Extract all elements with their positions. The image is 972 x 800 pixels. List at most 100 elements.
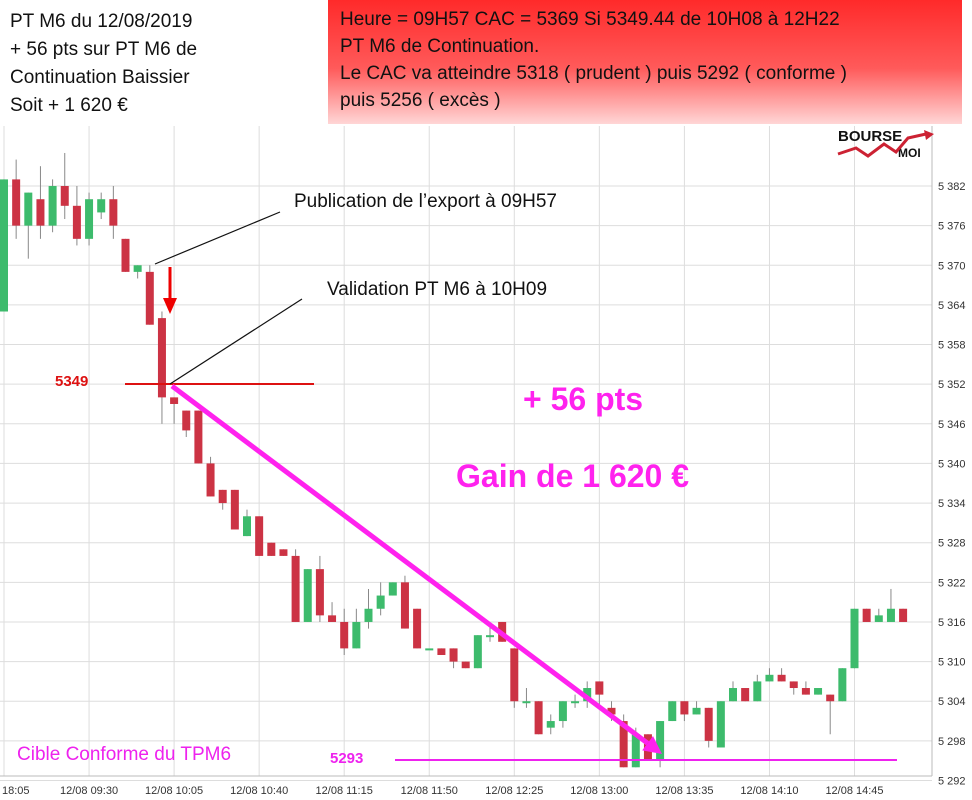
validation-leader-line <box>169 298 303 385</box>
candle-body <box>777 674 786 682</box>
candle-body <box>741 688 750 702</box>
target-value-label: 5293 <box>330 750 363 767</box>
candle-body <box>255 516 264 556</box>
candle-body <box>133 265 142 272</box>
candle-body <box>461 661 470 669</box>
candle-body <box>60 186 69 206</box>
trend-arrow-head <box>642 735 662 754</box>
candle-body <box>97 199 106 213</box>
candle-body <box>218 489 227 504</box>
candle-body <box>182 410 191 431</box>
candle-body <box>558 701 567 722</box>
candle-body <box>328 615 337 622</box>
candle-body <box>680 701 689 715</box>
x-tick-label: 12/08 13:35 <box>655 785 713 797</box>
y-tick-label: 5 340 <box>938 458 966 470</box>
candle-body <box>753 681 762 702</box>
bourse-logo: BOURSE MOI <box>837 128 934 160</box>
trend-arrow-shaft <box>170 384 650 746</box>
y-tick-label: 5 298 <box>938 736 966 748</box>
candle-body <box>704 707 713 741</box>
logo-text-top: BOURSE <box>838 128 902 145</box>
candle-body <box>303 569 312 622</box>
candle-body <box>243 516 251 537</box>
candle-body <box>899 608 908 622</box>
candle-body <box>862 608 871 622</box>
candle-body <box>765 674 774 682</box>
candle-body <box>668 701 677 722</box>
level-label: 5349 <box>55 373 88 390</box>
candle-body <box>85 199 94 239</box>
y-tick-label: 5 346 <box>938 419 966 431</box>
candle-body <box>145 271 154 325</box>
candle-body <box>109 199 118 226</box>
candle-body <box>546 721 555 728</box>
candle-body <box>48 186 57 226</box>
summary-line-2: + 56 pts sur PT M6 de <box>10 39 198 60</box>
publication-arrow-head <box>163 298 177 314</box>
candle-body <box>571 701 580 704</box>
candle-body <box>607 707 616 715</box>
candle-body <box>449 648 458 662</box>
candle-body <box>0 179 8 312</box>
candle-body <box>24 192 33 226</box>
scenario-line-2: PT M6 de Continuation. <box>340 36 540 57</box>
candle-body <box>340 621 349 649</box>
logo-trend-icon <box>837 132 927 158</box>
candle-body <box>121 238 130 272</box>
candle-body <box>376 595 385 609</box>
annotations: 5349 Publication de l’export à 09H57 Val… <box>17 191 897 767</box>
candle-body <box>267 542 276 556</box>
candle-body <box>656 721 665 761</box>
candle-body <box>425 648 434 651</box>
summary-line-4: Soit + 1 620 € <box>10 95 128 116</box>
candle-body <box>510 648 519 702</box>
candle-body <box>814 688 823 695</box>
candle-body <box>206 463 215 497</box>
candle-body <box>170 397 179 404</box>
x-tick-label: 18:05 <box>2 785 30 797</box>
candle-body <box>157 318 166 398</box>
candle-body <box>230 489 239 530</box>
gain-points-label: + 56 pts <box>523 381 643 417</box>
candle-body <box>692 707 701 715</box>
x-axis: 18:05 12/08 09:30 12/08 10:05 12/08 10:40 12… <box>2 785 884 797</box>
x-tick-label: 12/08 13:00 <box>570 785 628 797</box>
x-tick-label: 12/08 09:30 <box>60 785 118 797</box>
x-tick-label: 12/08 10:40 <box>230 785 288 797</box>
candle-body <box>315 569 324 616</box>
candle-body <box>364 608 373 622</box>
candle-body <box>619 721 628 768</box>
logo-arrow-icon <box>924 130 934 140</box>
candle-body <box>473 635 482 669</box>
candle-body <box>413 608 422 649</box>
y-tick-label: 5 370 <box>938 260 966 272</box>
publication-leader-line <box>154 211 281 265</box>
y-axis: 5 382 5 376 5 370 5 364 5 358 5 352 5 346 5 340… <box>938 181 966 788</box>
x-tick-label: 12/08 11:15 <box>316 785 373 797</box>
candle-body <box>583 688 592 702</box>
candle-body <box>534 701 543 735</box>
publication-label: Publication de l’export à 09H57 <box>294 191 557 212</box>
candle-body <box>826 694 835 702</box>
candle-body <box>595 681 604 695</box>
y-tick-label: 5 334 <box>938 498 966 510</box>
validation-label: Validation PT M6 à 10H09 <box>327 279 547 300</box>
scenario-line-1: Heure = 09H57 CAC = 5369 Si 5349.44 de 1… <box>340 9 840 30</box>
candle-body <box>194 410 203 464</box>
y-tick-label: 5 292 <box>938 776 966 788</box>
y-tick-label: 5 376 <box>938 221 966 233</box>
y-tick-label: 5 364 <box>938 300 966 312</box>
candle-body <box>12 179 21 226</box>
summary-line-1: PT M6 du 12/08/2019 <box>10 11 193 32</box>
target-caption: Cible Conforme du TPM6 <box>17 744 231 765</box>
header-scenario: Heure = 09H57 CAC = 5369 Si 5349.44 de 1… <box>328 0 962 124</box>
y-tick-label: 5 328 <box>938 538 966 550</box>
candle-body <box>801 688 810 695</box>
candle-body <box>352 621 361 649</box>
x-tick-label: 12/08 14:45 <box>825 785 883 797</box>
candle-body <box>874 615 883 622</box>
y-tick-label: 5 352 <box>938 379 966 391</box>
candlestick-chart: 5 382 5 376 5 370 5 364 5 358 5 352 5 346 5 340… <box>0 126 966 797</box>
candle-body <box>72 205 81 239</box>
